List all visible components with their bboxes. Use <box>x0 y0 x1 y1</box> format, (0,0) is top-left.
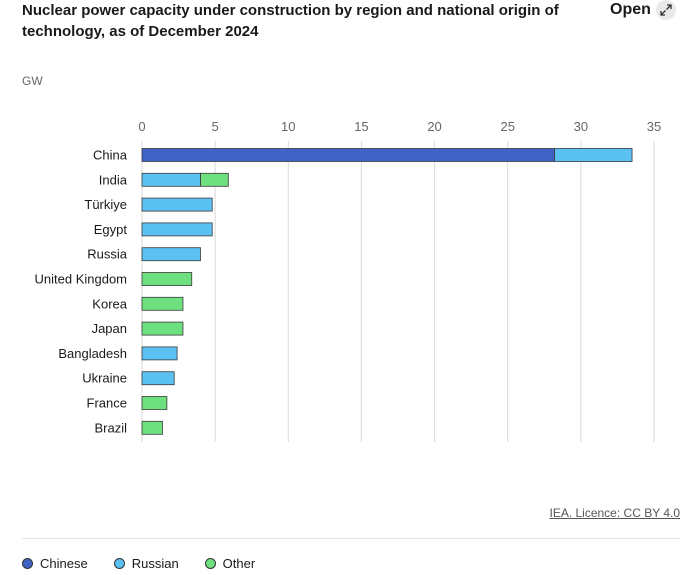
category-label: Ukraine <box>82 371 127 386</box>
open-label: Open <box>610 1 651 18</box>
bar-other <box>141 420 163 435</box>
x-tick-label: 25 <box>500 119 514 134</box>
legend-label: Other <box>222 556 256 571</box>
legend-label: Russian <box>131 556 179 571</box>
category-label: Egypt <box>94 222 128 237</box>
bar-russian <box>141 247 201 262</box>
x-tick-label: 30 <box>574 119 588 134</box>
bar-other <box>141 396 168 410</box>
category-label: India <box>99 172 128 187</box>
legend-item-russian[interactable]: Russian <box>113 556 179 571</box>
divider <box>22 538 680 539</box>
legend-label: Chinese <box>40 556 88 571</box>
bar-russian <box>141 222 213 237</box>
legend-swatch <box>204 558 216 569</box>
bar-other <box>141 321 184 336</box>
x-tick-label: 10 <box>281 119 295 134</box>
category-label: China <box>93 148 128 163</box>
category-label: United Kingdom <box>35 272 128 287</box>
category-label: France <box>87 396 127 411</box>
open-button[interactable]: Open <box>610 0 676 20</box>
legend-item-chinese[interactable]: Chinese <box>22 556 88 571</box>
x-tick-label: 5 <box>212 119 219 134</box>
legend-item-other[interactable]: Other <box>204 556 256 571</box>
legend: Chinese Russian Other <box>22 556 281 571</box>
category-label: Bangladesh <box>58 346 127 361</box>
x-tick-label: 0 <box>138 119 145 134</box>
category-label: Türkiye <box>84 197 127 212</box>
bar-russian <box>141 172 201 187</box>
x-tick-label: 15 <box>354 119 368 134</box>
bar-russian <box>554 148 633 162</box>
expand-icon <box>655 0 676 20</box>
bar-russian <box>141 371 175 386</box>
chart-title: Nuclear power capacity under constructio… <box>22 2 559 40</box>
bar-other <box>141 272 193 286</box>
category-label: Korea <box>92 296 127 311</box>
bar-chinese <box>141 148 555 162</box>
category-label: Brazil <box>94 420 127 435</box>
category-label: Russia <box>87 247 128 262</box>
unit-label: GW <box>22 74 43 88</box>
licence-link[interactable]: IEA. Licence: CC BY 4.0 <box>549 506 680 520</box>
x-tick-label: 35 <box>647 119 661 134</box>
category-label: Japan <box>92 321 127 336</box>
bar-russian <box>141 197 213 212</box>
legend-swatch <box>22 558 33 569</box>
bar-other <box>141 296 184 311</box>
bar-russian <box>141 346 178 361</box>
bar-other <box>200 172 229 187</box>
legend-swatch <box>113 558 125 569</box>
bar-chart: 0 5 10 15 20 25 30 35 China India Türkiye Egypt Russ… <box>35 119 661 442</box>
x-tick-label: 20 <box>427 119 441 134</box>
